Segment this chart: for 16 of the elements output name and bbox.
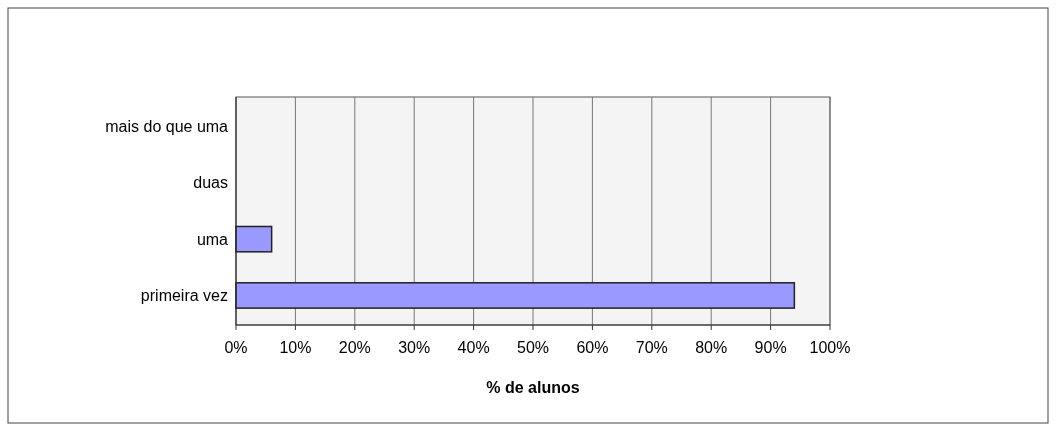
x-tick-label: 40% [457,339,490,356]
y-tick-label: duas [193,174,228,192]
x-tick-label: 30% [398,339,431,356]
x-tick-label: 80% [695,339,728,356]
x-tick-label: 90% [754,339,787,356]
y-tick-label: primeira vez [140,287,228,305]
x-tick-label: 100% [809,339,851,356]
y-tick-label: mais do que uma [105,118,229,136]
y-tick-label: uma [196,230,229,248]
x-tick-label: 60% [576,339,609,356]
x-tick-label: 10% [279,339,312,356]
x-tick-label: 50% [516,339,550,356]
x-tick-label: 20% [338,339,371,356]
x-tick-label: 0% [224,339,248,356]
x-axis-title: % de alunos [486,379,580,396]
x-tick-label: 70% [635,339,668,356]
